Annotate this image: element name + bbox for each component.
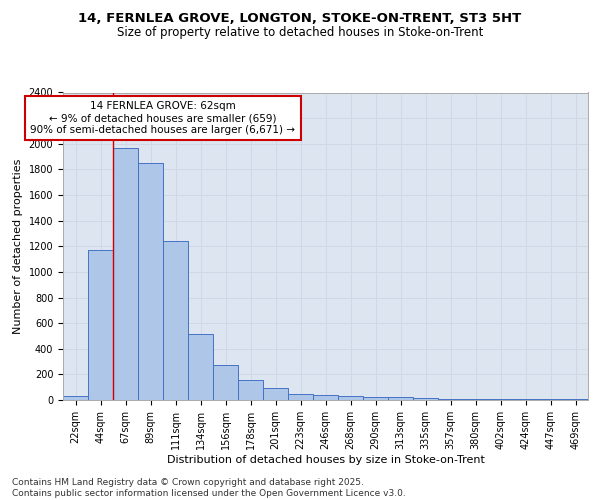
Bar [63,396,88,400]
Bar [338,396,363,400]
Bar [88,250,113,400]
Bar [113,148,138,400]
Bar [263,388,288,400]
Bar [238,380,263,400]
Bar [388,398,413,400]
Bar [413,398,438,400]
Text: 14 FERNLEA GROVE: 62sqm
← 9% of detached houses are smaller (659)
90% of semi-de: 14 FERNLEA GROVE: 62sqm ← 9% of detached… [31,102,296,134]
Bar [288,394,313,400]
Bar [213,366,238,400]
Bar [163,241,188,400]
Text: 14, FERNLEA GROVE, LONGTON, STOKE-ON-TRENT, ST3 5HT: 14, FERNLEA GROVE, LONGTON, STOKE-ON-TRE… [79,12,521,26]
Bar [138,163,163,400]
Bar [363,398,388,400]
Text: Contains HM Land Registry data © Crown copyright and database right 2025.
Contai: Contains HM Land Registry data © Crown c… [12,478,406,498]
Y-axis label: Number of detached properties: Number of detached properties [13,158,23,334]
X-axis label: Distribution of detached houses by size in Stoke-on-Trent: Distribution of detached houses by size … [167,454,484,464]
Bar [188,334,213,400]
Text: Size of property relative to detached houses in Stoke-on-Trent: Size of property relative to detached ho… [117,26,483,39]
Bar [313,395,338,400]
